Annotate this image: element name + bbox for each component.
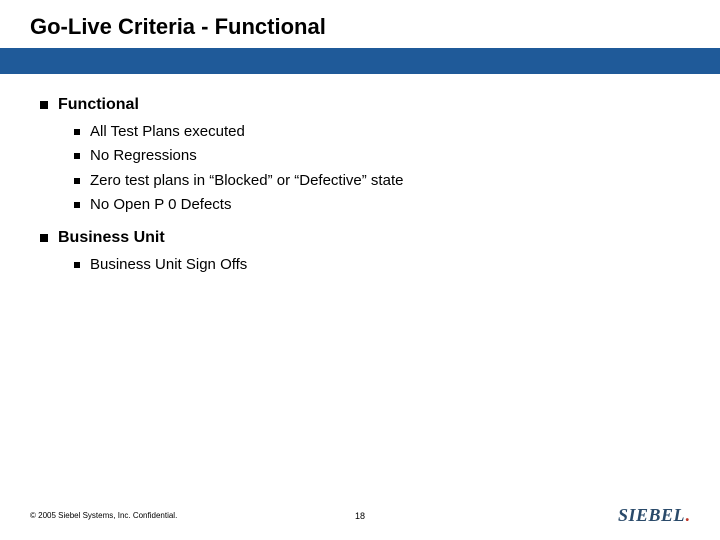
- blue-bar: [0, 48, 720, 74]
- section-heading: Business Unit: [40, 229, 690, 247]
- section-heading: Functional: [40, 96, 690, 114]
- square-bullet-icon: [74, 202, 80, 208]
- logo-dot: .: [685, 505, 690, 525]
- section-heading-text: Business Unit: [58, 229, 165, 247]
- slide-title: Go-Live Criteria - Functional: [30, 14, 720, 40]
- list-item: No Regressions: [74, 146, 690, 166]
- list-item: All Test Plans executed: [74, 122, 690, 142]
- section-business-unit: Business Unit Business Unit Sign Offs: [40, 229, 690, 275]
- square-bullet-icon: [40, 101, 48, 109]
- sub-list: All Test Plans executed No Regressions Z…: [40, 122, 690, 215]
- list-item: No Open P 0 Defects: [74, 195, 690, 215]
- logo-text: SIEBEL: [618, 505, 685, 525]
- slide: Go-Live Criteria - Functional Functional…: [0, 0, 720, 540]
- square-bullet-icon: [74, 178, 80, 184]
- content-area: Functional All Test Plans executed No Re…: [0, 74, 720, 275]
- list-item-text: Business Unit Sign Offs: [90, 255, 247, 275]
- title-area: Go-Live Criteria - Functional: [0, 0, 720, 48]
- copyright-text: © 2005 Siebel Systems, Inc. Confidential…: [30, 511, 177, 520]
- square-bullet-icon: [74, 129, 80, 135]
- list-item-text: All Test Plans executed: [90, 122, 245, 142]
- list-item-text: No Regressions: [90, 146, 197, 166]
- page-number: 18: [355, 511, 365, 521]
- list-item-text: No Open P 0 Defects: [90, 195, 231, 215]
- list-item: Business Unit Sign Offs: [74, 255, 690, 275]
- square-bullet-icon: [74, 262, 80, 268]
- footer: © 2005 Siebel Systems, Inc. Confidential…: [0, 505, 720, 526]
- list-item-text: Zero test plans in “Blocked” or “Defecti…: [90, 171, 403, 191]
- section-heading-text: Functional: [58, 96, 139, 114]
- sub-list: Business Unit Sign Offs: [40, 255, 690, 275]
- square-bullet-icon: [74, 153, 80, 159]
- square-bullet-icon: [40, 234, 48, 242]
- siebel-logo: SIEBEL.: [618, 505, 690, 526]
- list-item: Zero test plans in “Blocked” or “Defecti…: [74, 171, 690, 191]
- section-functional: Functional All Test Plans executed No Re…: [40, 96, 690, 215]
